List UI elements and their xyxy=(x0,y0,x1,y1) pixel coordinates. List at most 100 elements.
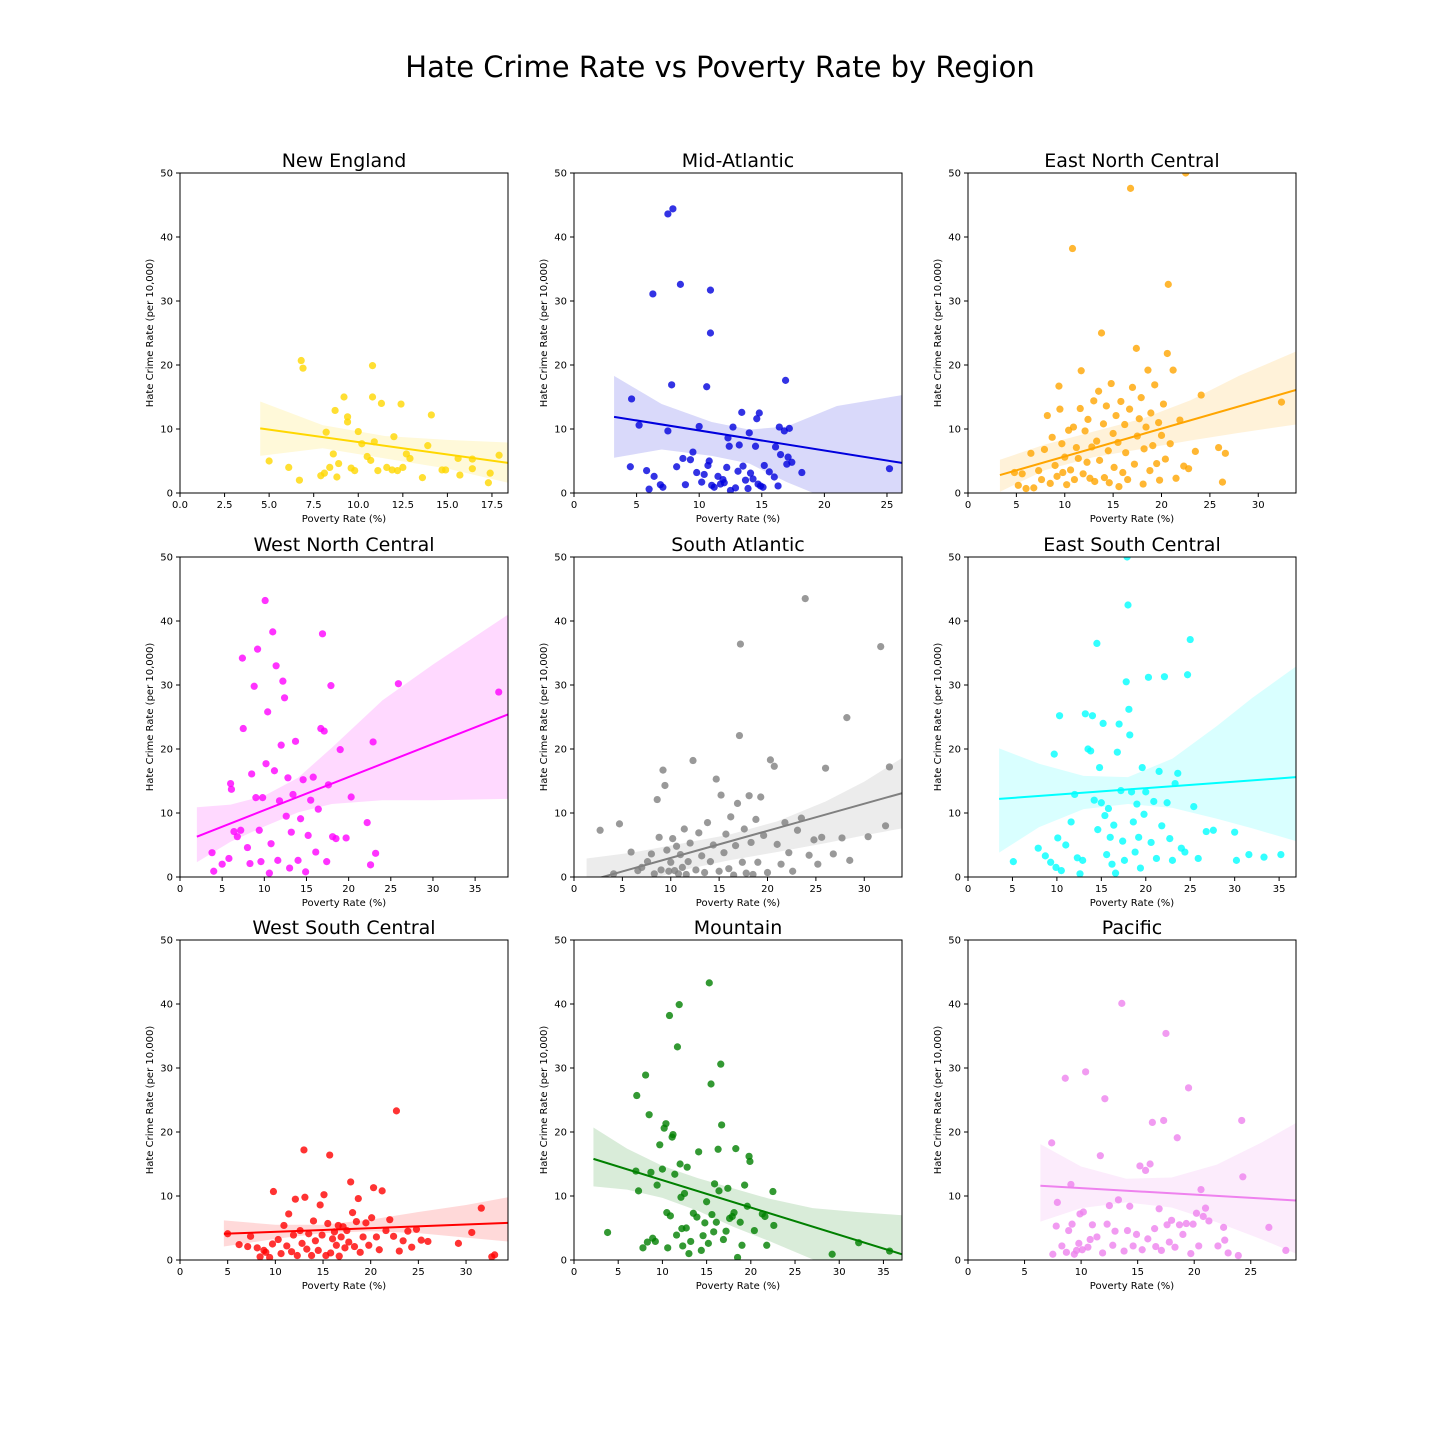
data-point xyxy=(731,484,740,492)
x-tick-label: 5 xyxy=(1013,500,1019,511)
data-point xyxy=(1068,244,1077,253)
data-point xyxy=(1126,184,1135,192)
data-point xyxy=(695,422,703,431)
data-point xyxy=(1078,1246,1086,1254)
data-point xyxy=(347,793,355,801)
data-point xyxy=(1119,468,1127,477)
data-point xyxy=(1155,1205,1163,1213)
data-point xyxy=(264,708,272,716)
data-point xyxy=(703,383,711,391)
y-axis-label: Hate Crime Rate (per 10,000) xyxy=(933,259,944,408)
data-point xyxy=(693,468,701,477)
data-point xyxy=(712,1218,720,1226)
data-point xyxy=(297,356,305,365)
data-point xyxy=(296,815,305,823)
data-point xyxy=(615,820,624,828)
data-point xyxy=(692,866,700,874)
data-point xyxy=(327,682,335,690)
y-axis-label: Hate Crime Rate (per 10,000) xyxy=(933,1026,944,1175)
x-tick-label: 15 xyxy=(1107,500,1120,511)
data-point xyxy=(698,852,706,860)
data-point xyxy=(647,850,656,858)
data-point xyxy=(653,1181,661,1189)
x-tick-label: 20 xyxy=(364,1267,377,1278)
data-point xyxy=(1111,869,1120,877)
data-point xyxy=(237,826,245,834)
data-point xyxy=(1115,720,1123,728)
data-point xyxy=(289,1231,298,1239)
data-point xyxy=(755,409,763,417)
data-point xyxy=(291,1195,299,1203)
data-point xyxy=(1113,748,1121,756)
y-tick-label: 20 xyxy=(160,745,173,756)
data-point xyxy=(1197,391,1205,399)
subplot-title: East North Central xyxy=(1044,150,1219,172)
data-point xyxy=(1062,1248,1070,1256)
data-point xyxy=(1086,1235,1094,1244)
data-point xyxy=(1079,1208,1087,1216)
x-tick-label: 5 xyxy=(219,884,225,895)
data-point xyxy=(739,462,747,470)
data-point xyxy=(801,595,809,603)
data-point xyxy=(356,1248,364,1256)
data-point xyxy=(477,1204,485,1212)
x-tick-label: 5 xyxy=(1009,884,1015,895)
data-point xyxy=(1009,858,1017,866)
y-tick-label: 20 xyxy=(554,1128,567,1139)
data-point xyxy=(1282,1246,1290,1254)
data-point xyxy=(1195,1242,1203,1250)
y-tick-label: 20 xyxy=(554,745,567,756)
data-point xyxy=(754,858,762,866)
regression-line xyxy=(1040,1184,1296,1202)
data-point xyxy=(706,329,715,337)
y-axis-label: Hate Crime Rate (per 10,000) xyxy=(539,1026,550,1175)
data-point xyxy=(1090,796,1098,804)
data-point xyxy=(1101,811,1109,820)
data-point xyxy=(789,867,797,875)
data-point xyxy=(761,1212,769,1221)
data-point xyxy=(1157,431,1166,439)
x-axis-label: Poverty Rate (%) xyxy=(696,1281,781,1292)
data-point xyxy=(706,858,715,866)
data-point xyxy=(773,840,781,848)
y-tick-label: 20 xyxy=(948,745,961,756)
data-point xyxy=(233,833,241,841)
data-point xyxy=(257,858,265,866)
data-point xyxy=(1231,828,1239,836)
data-point xyxy=(1110,463,1118,471)
subplot-5: 0 5 10 15 20 25 30 0 10 20 30 40 50 South Atlantic Pov… xyxy=(539,534,903,909)
data-point xyxy=(650,472,658,480)
data-point xyxy=(785,424,793,432)
data-point xyxy=(454,1239,463,1247)
data-point xyxy=(333,473,341,481)
y-tick-label: 10 xyxy=(554,809,567,820)
data-point xyxy=(1184,1084,1193,1092)
x-tick-label: 15 xyxy=(1095,884,1108,895)
data-point xyxy=(427,411,435,419)
data-point xyxy=(741,476,750,484)
data-point xyxy=(877,643,885,651)
data-point xyxy=(770,473,778,481)
data-point xyxy=(345,1238,353,1246)
data-point xyxy=(731,842,740,850)
data-point xyxy=(412,1225,421,1233)
data-point xyxy=(314,805,322,813)
data-point xyxy=(1062,841,1070,849)
x-tick-label: 20 xyxy=(744,1267,757,1278)
data-point xyxy=(626,463,634,471)
plot-content xyxy=(999,557,1296,877)
data-point xyxy=(394,680,402,688)
data-point xyxy=(679,454,687,463)
y-tick-label: 40 xyxy=(160,233,173,244)
data-point xyxy=(238,654,246,662)
x-tick-label: 30 xyxy=(1228,884,1241,895)
data-point xyxy=(495,451,503,459)
plot-frame xyxy=(967,172,1297,494)
data-point xyxy=(784,453,792,461)
data-point xyxy=(1136,1162,1144,1170)
regression-line xyxy=(260,427,508,464)
data-point xyxy=(331,406,339,415)
x-axis-label: Poverty Rate (%) xyxy=(302,514,387,525)
data-point xyxy=(864,833,872,841)
data-point xyxy=(1082,1068,1090,1076)
